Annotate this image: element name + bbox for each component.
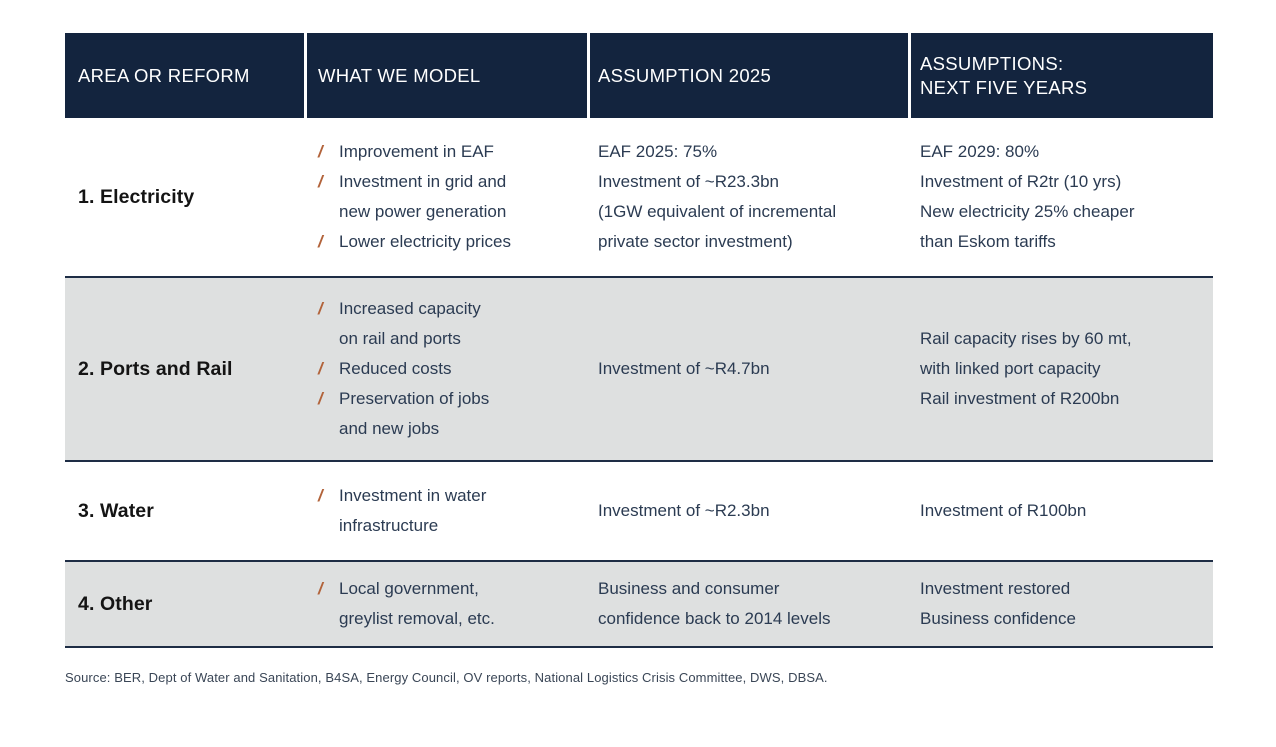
model-bullet-text: Increased capacity on rail and ports <box>339 299 481 348</box>
model-bullet-item: / Preservation of jobs and new jobs <box>318 384 590 444</box>
slash-bullet-icon: / <box>318 172 323 191</box>
model-cell: / Local government, greylist removal, etc… <box>307 562 590 646</box>
area-cell: 4. Other <box>65 562 307 646</box>
model-bullet-item: / Improvement in EAF <box>318 137 590 167</box>
next-five-years-cell: Investment restored Business confidence <box>911 562 1213 646</box>
next-five-years-text: Rail capacity rises by 60 mt, with linke… <box>920 329 1132 408</box>
source-note: Source: BER, Dept of Water and Sanitatio… <box>65 670 828 685</box>
slash-bullet-icon: / <box>318 486 323 505</box>
assumption-2025-text: Investment of ~R4.7bn <box>598 359 770 378</box>
slash-bullet-icon: / <box>318 579 323 598</box>
slash-bullet-icon: / <box>318 299 323 318</box>
header-area-or-reform: AREA OR REFORM <box>65 33 304 118</box>
assumption-2025-cell: Business and consumer confidence back to… <box>590 562 911 646</box>
area-label: 2. Ports and Rail <box>78 358 233 380</box>
area-label: 3. Water <box>78 500 154 522</box>
model-cell: / Investment in water infrastructure <box>307 462 590 560</box>
model-cell: / Increased capacity on rail and ports / Re… <box>307 278 590 460</box>
model-bullet-text: Lower electricity prices <box>339 232 511 251</box>
table-row: 1. Electricity / Improvement in EAF / Inves… <box>65 118 1213 276</box>
area-cell: 1. Electricity <box>65 118 307 276</box>
model-bullet-text: Reduced costs <box>339 359 452 378</box>
table-body: 1. Electricity / Improvement in EAF / Inves… <box>65 118 1213 648</box>
assumption-2025-text: Business and consumer confidence back to… <box>598 579 831 628</box>
model-cell: / Improvement in EAF / Investment in grid a… <box>307 118 590 276</box>
model-bullet-item: / Increased capacity on rail and ports <box>318 294 590 354</box>
table-header-row: AREA OR REFORM WHAT WE MODEL ASSUMPTION … <box>65 33 1213 118</box>
model-bullet-text: Improvement in EAF <box>339 142 494 161</box>
slash-bullet-icon: / <box>318 389 323 408</box>
header-what-we-model: WHAT WE MODEL <box>307 33 587 118</box>
area-label: 1. Electricity <box>78 186 195 208</box>
assumption-2025-text: Investment of ~R2.3bn <box>598 501 770 520</box>
model-bullet-text: Local government, greylist removal, etc. <box>339 579 495 628</box>
model-bullet-item: / Investment in water infrastructure <box>318 481 590 541</box>
slash-bullet-icon: / <box>318 359 323 378</box>
header-assumption-2025: ASSUMPTION 2025 <box>590 33 908 118</box>
slash-bullet-icon: / <box>318 232 323 251</box>
next-five-years-text: EAF 2029: 80% Investment of R2tr (10 yrs… <box>920 142 1135 251</box>
slide: AREA OR REFORM WHAT WE MODEL ASSUMPTION … <box>0 33 1276 685</box>
model-bullet-item: / Lower electricity prices <box>318 227 590 257</box>
table-row: 3. Water / Investment in water infrastruc… <box>65 462 1213 560</box>
table-row: 2. Ports and Rail / Increased capacity on… <box>65 276 1213 462</box>
next-five-years-cell: Investment of R100bn <box>911 462 1213 560</box>
next-five-years-text: Investment restored Business confidence <box>920 579 1076 628</box>
assumption-2025-cell: Investment of ~R4.7bn <box>590 278 911 460</box>
reform-table: AREA OR REFORM WHAT WE MODEL ASSUMPTION … <box>65 33 1213 648</box>
area-cell: 2. Ports and Rail <box>65 278 307 460</box>
assumption-2025-cell: Investment of ~R2.3bn <box>590 462 911 560</box>
area-cell: 3. Water <box>65 462 307 560</box>
area-label: 4. Other <box>78 593 153 615</box>
table-row: 4. Other / Local government, greylist rem… <box>65 560 1213 648</box>
next-five-years-cell: EAF 2029: 80% Investment of R2tr (10 yrs… <box>911 118 1213 276</box>
model-bullet-text: Investment in water infrastructure <box>339 486 487 535</box>
model-bullet-item: / Reduced costs <box>318 354 590 384</box>
assumption-2025-cell: EAF 2025: 75% Investment of ~R23.3bn (1G… <box>590 118 911 276</box>
next-five-years-text: Investment of R100bn <box>920 501 1087 520</box>
model-bullet-item: / Investment in grid and new power genera… <box>318 167 590 227</box>
next-five-years-cell: Rail capacity rises by 60 mt, with linke… <box>911 278 1213 460</box>
model-bullet-item: / Local government, greylist removal, etc… <box>318 574 590 634</box>
assumption-2025-text: EAF 2025: 75% Investment of ~R23.3bn (1G… <box>598 142 837 251</box>
model-bullet-text: Investment in grid and new power generat… <box>339 172 507 221</box>
header-assumptions-next-five-years: ASSUMPTIONS: NEXT FIVE YEARS <box>911 33 1213 118</box>
model-bullet-text: Preservation of jobs and new jobs <box>339 389 490 438</box>
slash-bullet-icon: / <box>318 142 323 161</box>
